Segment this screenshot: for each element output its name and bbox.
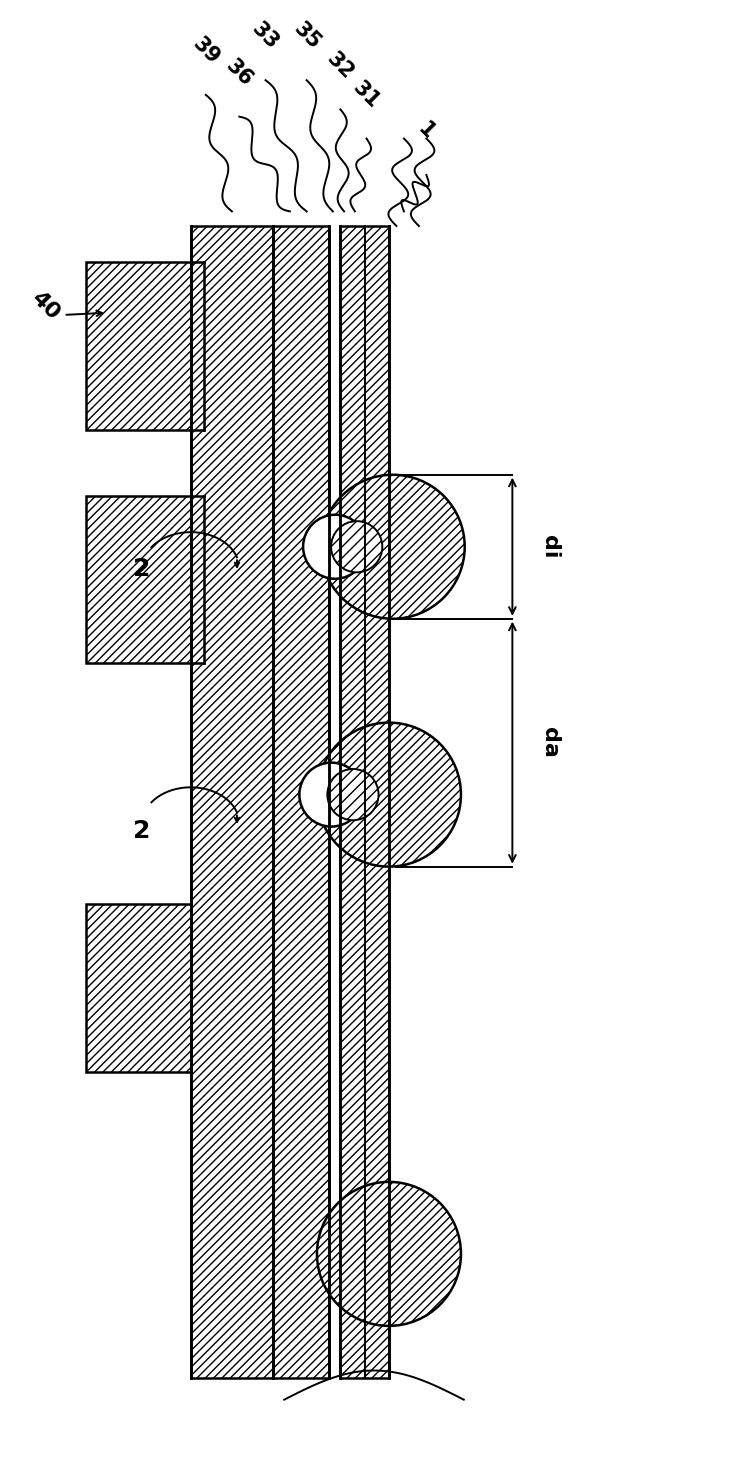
Text: 35: 35 (289, 19, 324, 54)
Ellipse shape (331, 521, 382, 573)
Bar (191, 226, 273, 1378)
Text: 2: 2 (133, 819, 151, 843)
Text: 40: 40 (27, 289, 63, 324)
Bar (340, 226, 389, 1378)
Text: 1: 1 (414, 120, 438, 143)
Text: 2: 2 (133, 557, 151, 580)
Bar (273, 226, 329, 1378)
Bar (86, 904, 191, 1072)
Ellipse shape (317, 1182, 461, 1325)
Bar (86, 262, 191, 430)
Text: 36: 36 (222, 55, 257, 90)
Ellipse shape (328, 768, 378, 821)
Text: 39: 39 (188, 34, 223, 69)
Ellipse shape (321, 475, 465, 618)
Ellipse shape (303, 515, 367, 579)
Text: 31: 31 (349, 77, 384, 112)
Ellipse shape (317, 723, 461, 866)
Text: 32: 32 (323, 48, 358, 83)
Text: 33: 33 (248, 19, 283, 54)
Text: da: da (540, 728, 560, 758)
Ellipse shape (299, 763, 364, 827)
Text: di: di (540, 535, 560, 558)
Bar (86, 496, 191, 663)
